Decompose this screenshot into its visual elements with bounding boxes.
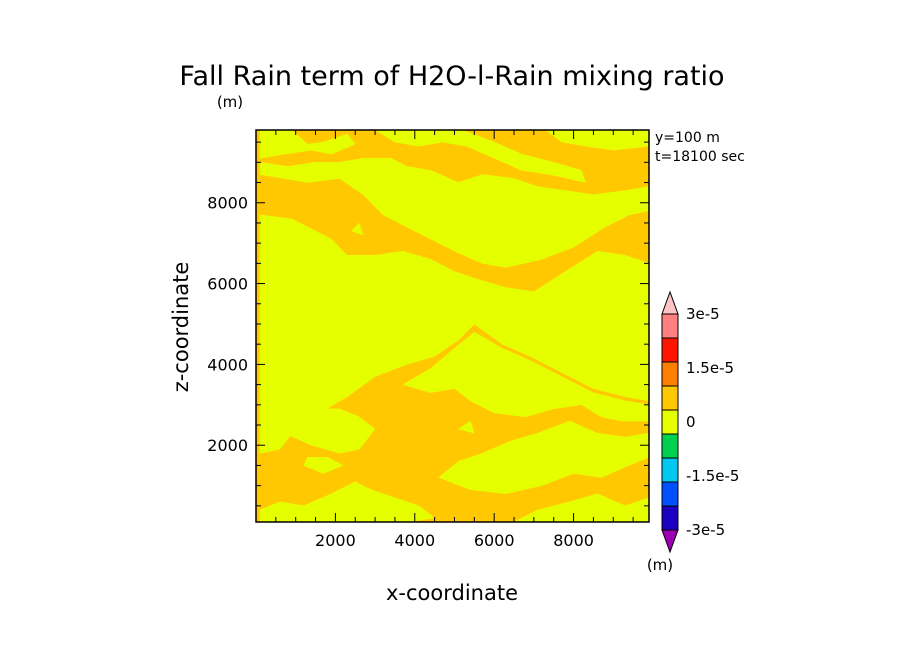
axes: 2000 4000 6000 8000 2000 4000 6000 8000 — [207, 129, 650, 550]
y-tick-label: 8000 — [207, 194, 248, 213]
colorbar-units-label: (m) — [647, 556, 673, 574]
colorbar: -3e-5 -1.5e-5 0 1.5e-5 3e-5 — [661, 290, 739, 554]
field-contour-region — [458, 420, 475, 434]
field-contour-region — [259, 129, 356, 159]
annotation-line: t=18100 sec — [655, 149, 745, 165]
chart-title: Fall Rain term of H2O-l-Rain mixing rati… — [179, 61, 724, 92]
colorbar-bin — [661, 457, 679, 483]
x-tick-label: 6000 — [474, 531, 515, 550]
field-contour-region — [370, 275, 427, 300]
x-tick-label: 8000 — [553, 531, 594, 550]
colorbar-arrow-max — [661, 290, 679, 315]
y-tick-label: 6000 — [207, 275, 248, 294]
colorbar-bin — [661, 385, 679, 411]
y-tick-label: 4000 — [207, 355, 248, 374]
plot-area — [256, 129, 650, 523]
annotation-line: y=100 m — [655, 130, 720, 146]
x-axis-label: x-coordinate — [386, 581, 518, 605]
plot-frame — [255, 129, 650, 523]
field-contour-region — [351, 222, 364, 236]
colorbar-bin — [661, 409, 679, 435]
colorbar-bin — [661, 433, 679, 459]
colorbar-bin — [661, 361, 679, 387]
field-contour-region — [374, 129, 586, 183]
x-tick-label: 4000 — [394, 531, 435, 550]
field-contour-region — [303, 457, 344, 474]
colorbar-arrow-min — [661, 529, 679, 554]
y-axis-label: z-coordinate — [169, 262, 193, 393]
colorbar-bin — [661, 505, 679, 531]
colorbar-bin — [661, 337, 679, 363]
field-contour-region — [446, 275, 630, 337]
colorbar-tick-label: 0 — [686, 413, 696, 431]
y-tick-label: 2000 — [207, 436, 248, 455]
field-contour-region — [279, 137, 292, 147]
colorbar-tick-label: -1.5e-5 — [686, 467, 739, 485]
colorbar-bin — [661, 481, 679, 507]
field-contour-region — [283, 408, 376, 454]
field-contour-region — [581, 347, 598, 361]
colorbar-tick-label: 1.5e-5 — [686, 359, 734, 377]
field-units-label: (m) — [217, 93, 243, 111]
colorbar-tick-label: -3e-5 — [686, 521, 725, 539]
colorbar-bin — [661, 313, 679, 339]
x-tick-label: 2000 — [315, 531, 356, 550]
colorbar-tick-label: 3e-5 — [686, 305, 720, 323]
